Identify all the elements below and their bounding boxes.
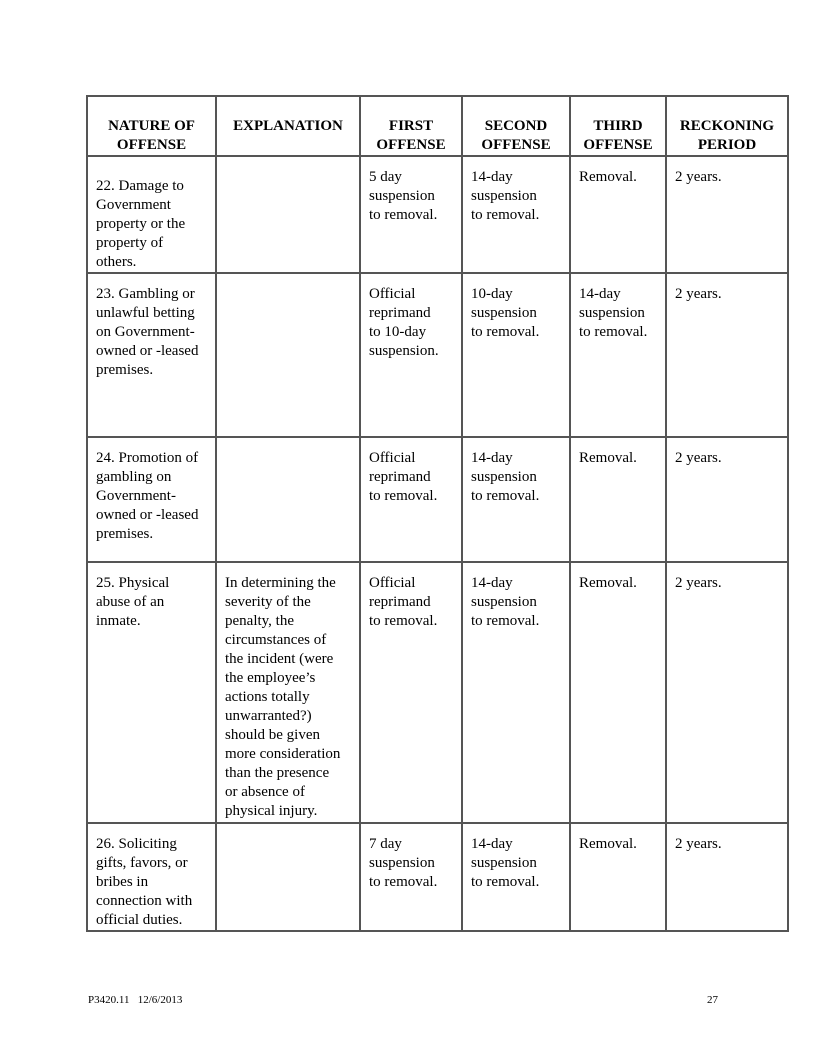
header-first-offense: FIRST OFFENSE xyxy=(359,95,463,157)
cell-explanation xyxy=(215,155,361,274)
table-row: 25. Physical abuse of an inmate. In dete… xyxy=(86,561,789,824)
header-explanation: EXPLANATION xyxy=(215,95,361,157)
cell-nature: 22. Damage to Government property or the… xyxy=(86,155,217,274)
cell-reckoning: 2 years. xyxy=(665,272,789,438)
cell-explanation xyxy=(215,436,361,563)
cell-third: Removal. xyxy=(569,561,667,824)
cell-nature: 26. Soliciting gifts, favors, or bribes … xyxy=(86,822,217,932)
cell-explanation xyxy=(215,822,361,932)
table-row: 26. Soliciting gifts, favors, or bribes … xyxy=(86,822,789,932)
table-row: 23. Gambling or unlawful betting on Gove… xyxy=(86,272,789,438)
cell-nature: 24. Promotion of gambling on Government-… xyxy=(86,436,217,563)
header-third-offense: THIRD OFFENSE xyxy=(569,95,667,157)
cell-first: Official reprimand to removal. xyxy=(359,561,463,824)
cell-reckoning: 2 years. xyxy=(665,561,789,824)
offense-penalty-table: NATURE OF OFFENSE EXPLANATION FIRST OFFE… xyxy=(86,95,789,932)
cell-reckoning: 2 years. xyxy=(665,155,789,274)
cell-explanation xyxy=(215,272,361,438)
cell-explanation: In determining the severity of the penal… xyxy=(215,561,361,824)
page-number: 27 xyxy=(707,994,718,1006)
cell-third: Removal. xyxy=(569,155,667,274)
cell-third: Removal. xyxy=(569,822,667,932)
header-second-offense: SECOND OFFENSE xyxy=(461,95,571,157)
footer-doc-id: P3420.11 12/6/2013 xyxy=(88,994,183,1006)
cell-second: 10-day suspension to removal. xyxy=(461,272,571,438)
cell-first: Official reprimand to removal. xyxy=(359,436,463,563)
cell-second: 14-day suspension to removal. xyxy=(461,822,571,932)
header-nature: NATURE OF OFFENSE xyxy=(86,95,217,157)
cell-nature: 25. Physical abuse of an inmate. xyxy=(86,561,217,824)
cell-third: Removal. xyxy=(569,436,667,563)
cell-nature: 23. Gambling or unlawful betting on Gove… xyxy=(86,272,217,438)
header-reckoning-period: RECKONING PERIOD xyxy=(665,95,789,157)
cell-second: 14-day suspension to removal. xyxy=(461,436,571,563)
cell-reckoning: 2 years. xyxy=(665,822,789,932)
cell-third: 14-day suspension to removal. xyxy=(569,272,667,438)
cell-second: 14-day suspension to removal. xyxy=(461,155,571,274)
cell-first: 5 day suspension to removal. xyxy=(359,155,463,274)
cell-reckoning: 2 years. xyxy=(665,436,789,563)
cell-second: 14-day suspension to removal. xyxy=(461,561,571,824)
cell-first: Official reprimand to 10-day suspension. xyxy=(359,272,463,438)
cell-first: 7 day suspension to removal. xyxy=(359,822,463,932)
table-row: 22. Damage to Government property or the… xyxy=(86,155,789,274)
table-row: 24. Promotion of gambling on Government-… xyxy=(86,436,789,563)
table-header-row: NATURE OF OFFENSE EXPLANATION FIRST OFFE… xyxy=(86,95,789,157)
